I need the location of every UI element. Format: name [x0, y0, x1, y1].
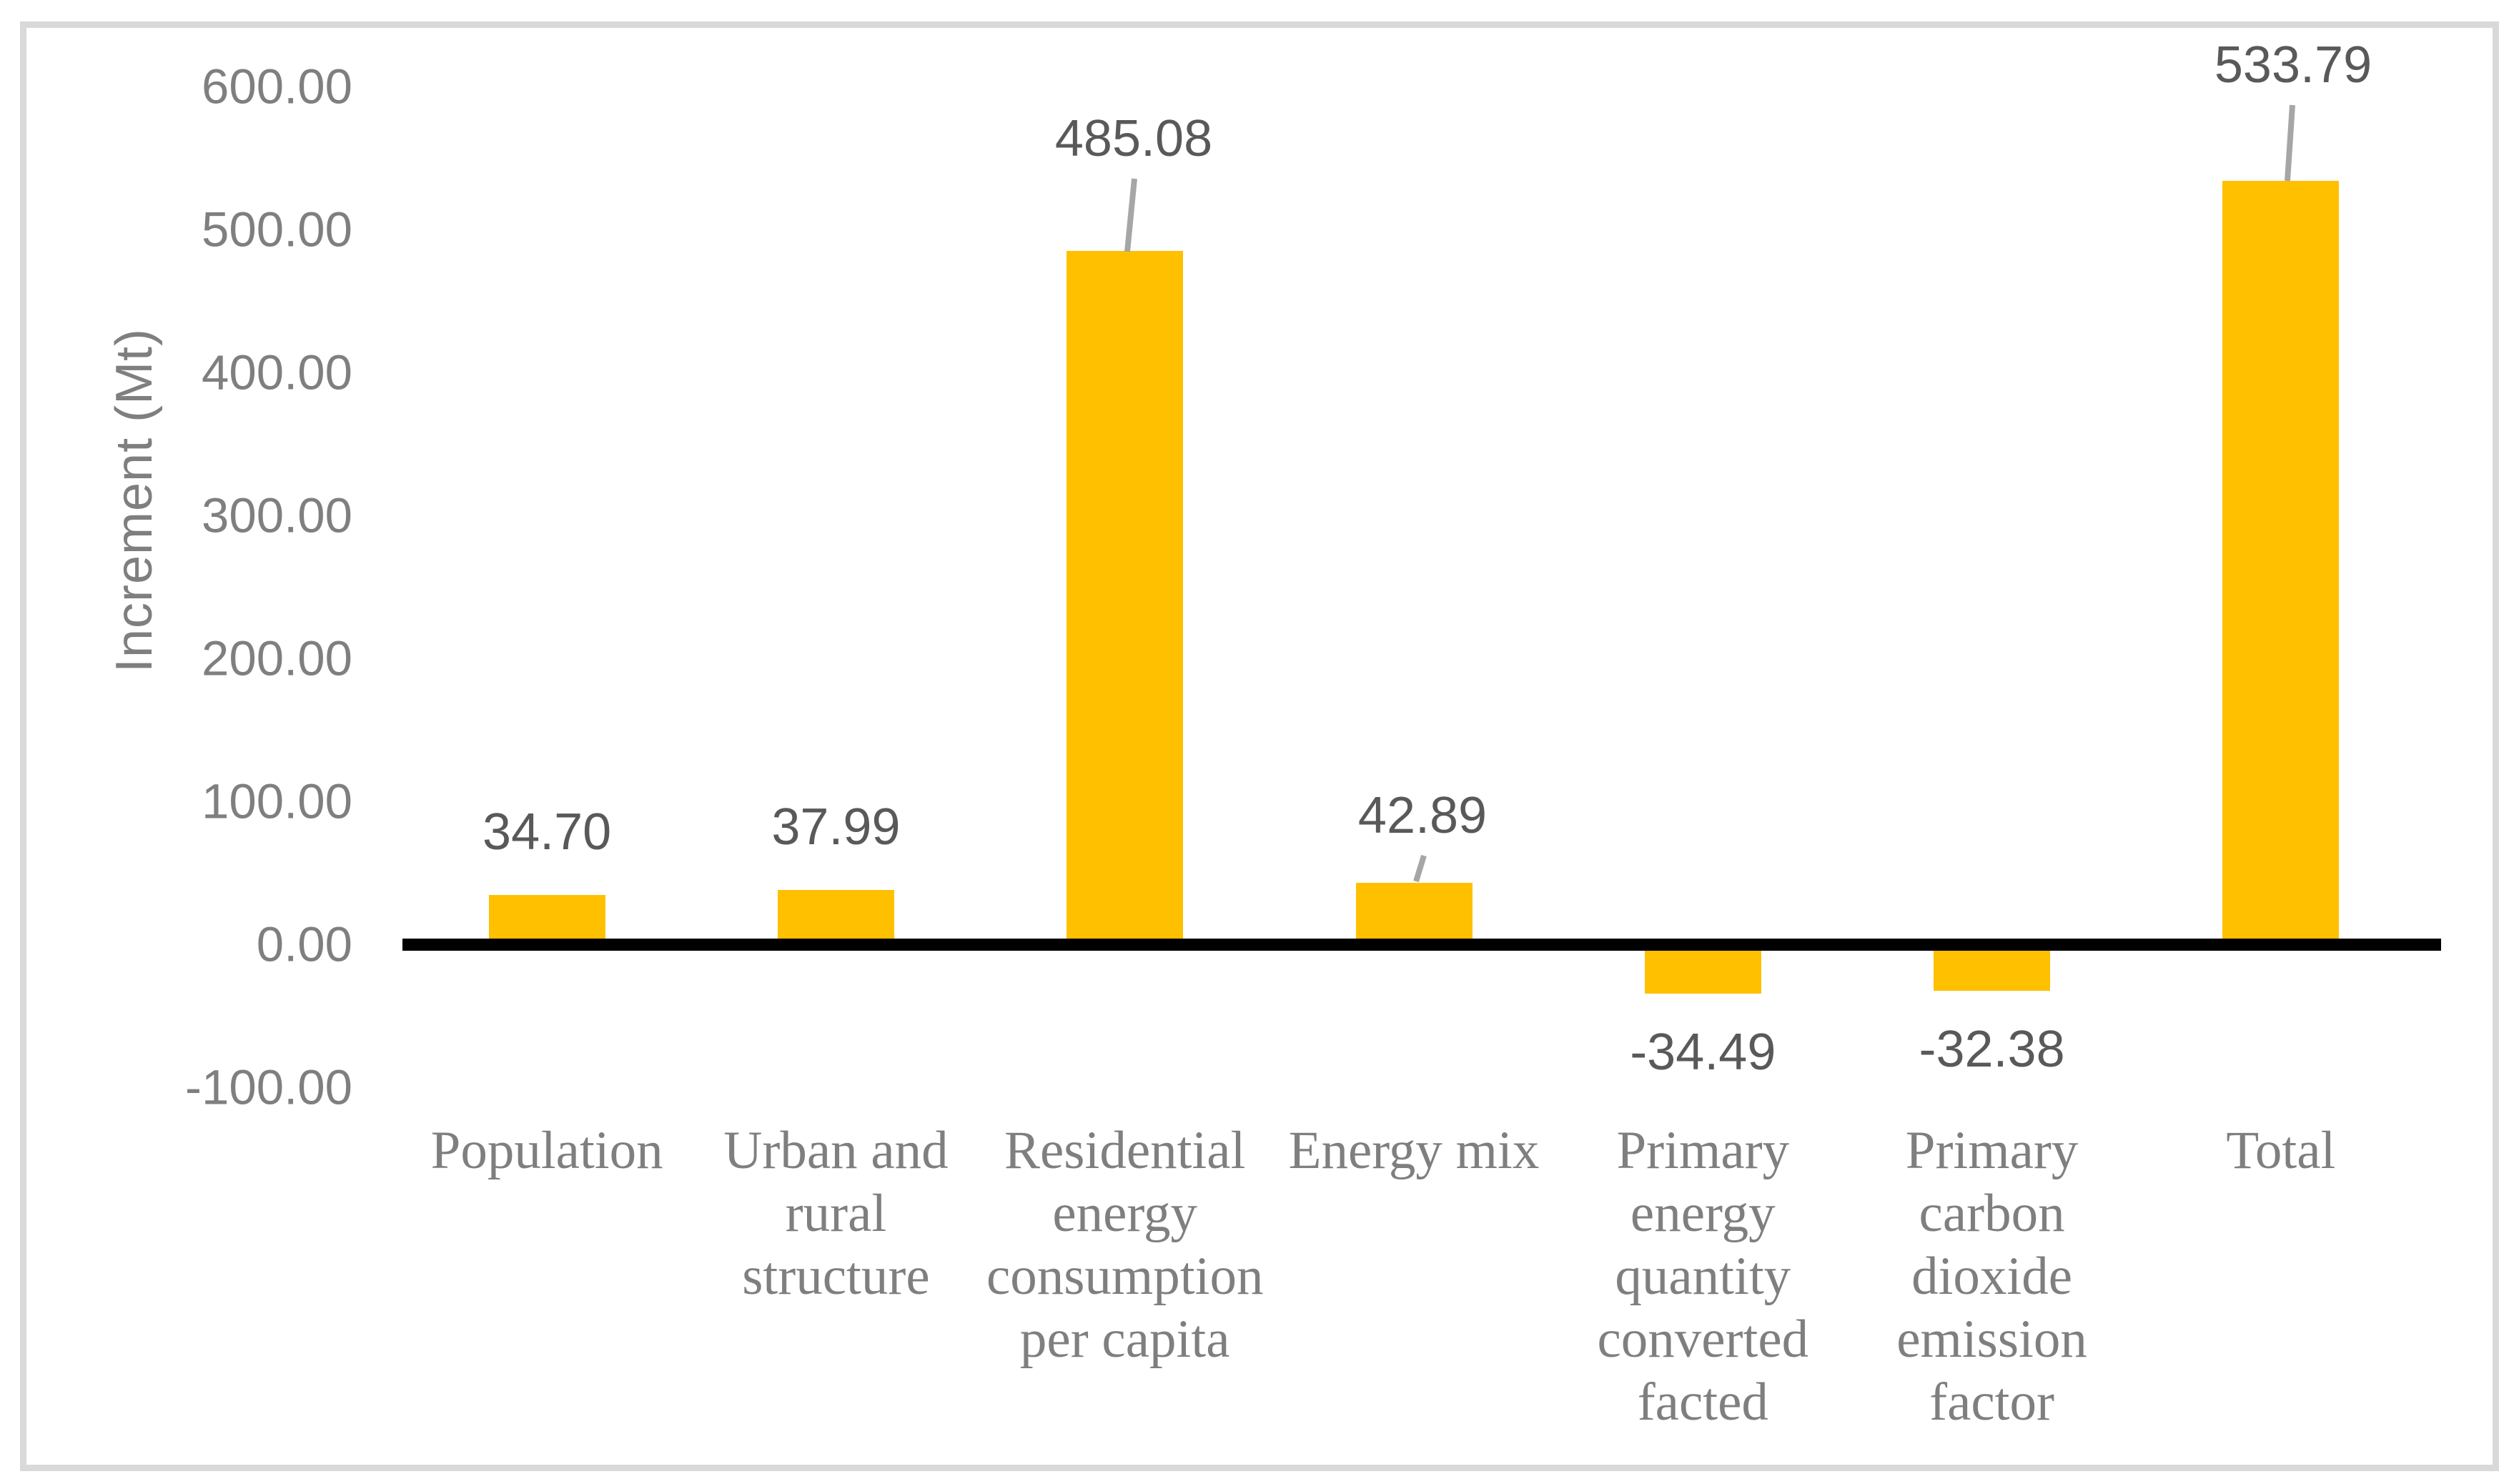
y-tick-label: 100.00: [201, 773, 352, 829]
category-label-total: Total: [2226, 1121, 2336, 1180]
y-tick-label: 300.00: [201, 488, 352, 543]
category-label-residential-energy-consumption-per-capita: Residential energy consumption per capit…: [986, 1121, 1264, 1369]
data-label-primary-energy-quantity-converted-facted: -34.49: [1630, 1023, 1776, 1081]
y-tick-label: -100.00: [184, 1059, 352, 1115]
chart-border: [20, 21, 2499, 1471]
bar-total: [2222, 181, 2340, 944]
category-label-primary-carbon-dioxide-emission-factor: Primary carbon dioxide emission factor: [1896, 1121, 2087, 1432]
category-label-population: Population: [430, 1121, 663, 1180]
y-tick-label: 500.00: [201, 202, 352, 257]
category-label-urban-and-rural-structure: Urban and rural structure: [723, 1121, 949, 1306]
bar-energy-mix: [1355, 883, 1473, 944]
bar-primary-carbon-dioxide-emission-factor: [1934, 944, 2051, 991]
data-label-population: 34.70: [482, 803, 612, 861]
zero-axis-line: [402, 939, 2441, 951]
data-label-urban-and-rural-structure: 37.99: [771, 798, 901, 856]
category-label-energy-mix: Energy mix: [1288, 1121, 1540, 1180]
data-label-residential-energy-consumption-per-capita: 485.08: [1054, 110, 1213, 167]
bar-primary-energy-quantity-converted-facted: [1644, 944, 1761, 994]
y-tick-label: 400.00: [201, 345, 352, 400]
y-tick-label: 0.00: [256, 916, 352, 972]
data-label-primary-carbon-dioxide-emission-factor: -32.38: [1919, 1020, 2065, 1078]
data-label-total: 533.79: [2214, 36, 2372, 94]
y-tick-label: 600.00: [201, 59, 352, 114]
bar-population: [488, 894, 605, 944]
bar-urban-and-rural-structure: [777, 890, 894, 944]
bar-residential-energy-consumption-per-capita: [1067, 250, 1184, 944]
data-label-energy-mix: 42.89: [1357, 787, 1488, 844]
y-tick-label: 200.00: [201, 630, 352, 686]
category-label-primary-energy-quantity-converted-facted: Primary energy quantity converted facted: [1597, 1121, 1809, 1432]
